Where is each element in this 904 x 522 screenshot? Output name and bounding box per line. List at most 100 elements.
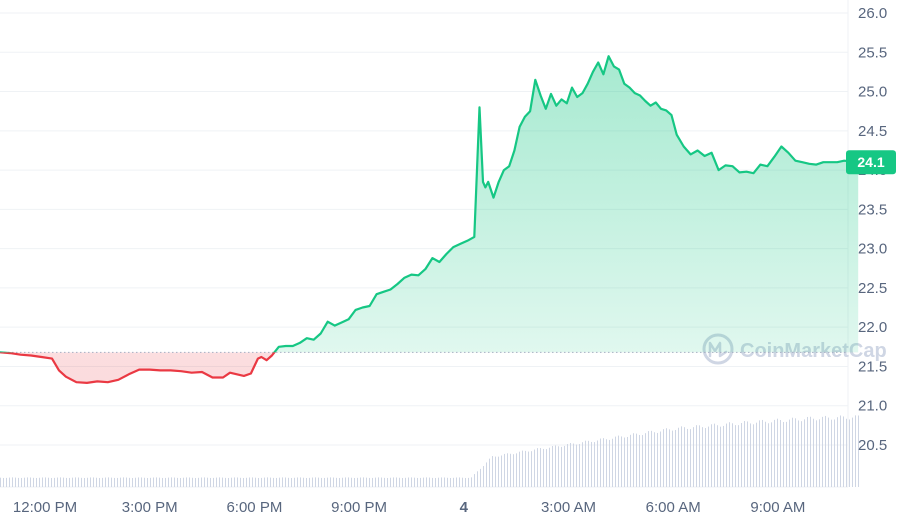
volume-bar bbox=[828, 417, 829, 487]
x-tick-label: 9:00 PM bbox=[331, 499, 387, 516]
volume-bar bbox=[318, 477, 319, 487]
volume-bar bbox=[540, 448, 541, 487]
volume-bar bbox=[339, 477, 340, 487]
volume-bar bbox=[39, 477, 40, 487]
current-price-badge-bg bbox=[846, 150, 896, 175]
volume-bar bbox=[837, 417, 838, 487]
volume-bar bbox=[81, 477, 82, 487]
y-tick-label: 20.5 bbox=[858, 437, 887, 454]
volume-bar bbox=[858, 415, 859, 487]
volume-bar bbox=[390, 477, 391, 487]
volume-bar bbox=[99, 477, 100, 487]
volume-bar bbox=[762, 419, 763, 487]
volume-bar bbox=[549, 447, 550, 487]
volume-bar bbox=[810, 416, 811, 487]
volume-bar bbox=[720, 426, 721, 487]
volume-bar bbox=[597, 440, 598, 487]
volume-bar bbox=[633, 433, 634, 487]
volume-bar bbox=[492, 456, 493, 487]
volume-bar bbox=[711, 424, 712, 487]
volume-bar bbox=[849, 419, 850, 487]
volume-bar bbox=[648, 431, 649, 487]
volume-bar bbox=[501, 455, 502, 487]
volume-bar bbox=[600, 438, 601, 487]
volume-bar bbox=[306, 477, 307, 487]
x-tick-label: 9:00 AM bbox=[750, 499, 805, 516]
volume-bar bbox=[843, 416, 844, 487]
volume-bar bbox=[345, 477, 346, 487]
y-tick-label: 21.5 bbox=[858, 358, 887, 375]
volume-bar bbox=[798, 420, 799, 487]
volume-bar bbox=[255, 477, 256, 487]
volume-bar bbox=[84, 477, 85, 487]
volume-bar bbox=[147, 477, 148, 487]
area-fill-down bbox=[0, 352, 275, 383]
volume-bar bbox=[459, 477, 460, 487]
volume-bar bbox=[276, 477, 277, 487]
volume-bar bbox=[855, 415, 856, 487]
volume-bar bbox=[795, 418, 796, 487]
volume-bar bbox=[141, 477, 142, 487]
volume-bar bbox=[168, 477, 169, 487]
volume-bar bbox=[801, 421, 802, 487]
volume-bar bbox=[414, 477, 415, 487]
volume-bar bbox=[21, 477, 22, 487]
volume-bar bbox=[756, 422, 757, 487]
volume-bar bbox=[63, 477, 64, 487]
volume-bar bbox=[489, 458, 490, 487]
volume-bar bbox=[615, 436, 616, 487]
current-price-label: 24.1 bbox=[857, 154, 884, 170]
x-tick-label: 3:00 AM bbox=[541, 499, 596, 516]
volume-bar bbox=[231, 477, 232, 487]
volume-bar bbox=[609, 439, 610, 487]
volume-bar bbox=[78, 477, 79, 487]
volume-bar bbox=[546, 449, 547, 487]
volume-bar bbox=[237, 477, 238, 487]
volume-bar bbox=[342, 477, 343, 487]
volume-bar bbox=[537, 448, 538, 487]
volume-bar bbox=[156, 477, 157, 487]
volume-bar bbox=[525, 450, 526, 487]
y-tick-label: 21.0 bbox=[858, 398, 887, 415]
volume-bar bbox=[132, 477, 133, 487]
volume-bar bbox=[351, 477, 352, 487]
volume-bar bbox=[576, 444, 577, 487]
volume-bar bbox=[72, 477, 73, 487]
volume-bar bbox=[228, 477, 229, 487]
volume-bar bbox=[294, 477, 295, 487]
volume-bar bbox=[114, 477, 115, 487]
volume-bar bbox=[777, 418, 778, 487]
volume-bar bbox=[750, 423, 751, 487]
volume-bar bbox=[312, 477, 313, 487]
volume-bar bbox=[825, 415, 826, 487]
volume-bar bbox=[744, 421, 745, 487]
volume-bar bbox=[69, 477, 70, 487]
volume-bar bbox=[702, 427, 703, 487]
volume-bar bbox=[513, 454, 514, 487]
volume-bar bbox=[660, 431, 661, 487]
volume-bar bbox=[474, 474, 475, 487]
volume-bar bbox=[357, 477, 358, 487]
volume-bar bbox=[372, 477, 373, 487]
volume-bar bbox=[786, 421, 787, 487]
volume-bar bbox=[543, 448, 544, 487]
volume-bar bbox=[300, 477, 301, 487]
volume-bar bbox=[780, 420, 781, 487]
volume-bar bbox=[468, 477, 469, 487]
volume-bar bbox=[333, 477, 334, 487]
volume-bar bbox=[249, 477, 250, 487]
volume-bar bbox=[657, 432, 658, 487]
volume-bar bbox=[852, 417, 853, 487]
volume-bar bbox=[453, 477, 454, 487]
volume-bar bbox=[96, 477, 97, 487]
volume-bar bbox=[663, 429, 664, 487]
volume-bar bbox=[759, 420, 760, 487]
volume-bar bbox=[822, 416, 823, 487]
volume-bar bbox=[33, 477, 34, 487]
volume-bar bbox=[495, 456, 496, 487]
volume-bar bbox=[804, 419, 805, 487]
y-tick-label: 23.5 bbox=[858, 201, 887, 218]
volume-bar bbox=[462, 477, 463, 487]
volume-bar bbox=[456, 477, 457, 487]
